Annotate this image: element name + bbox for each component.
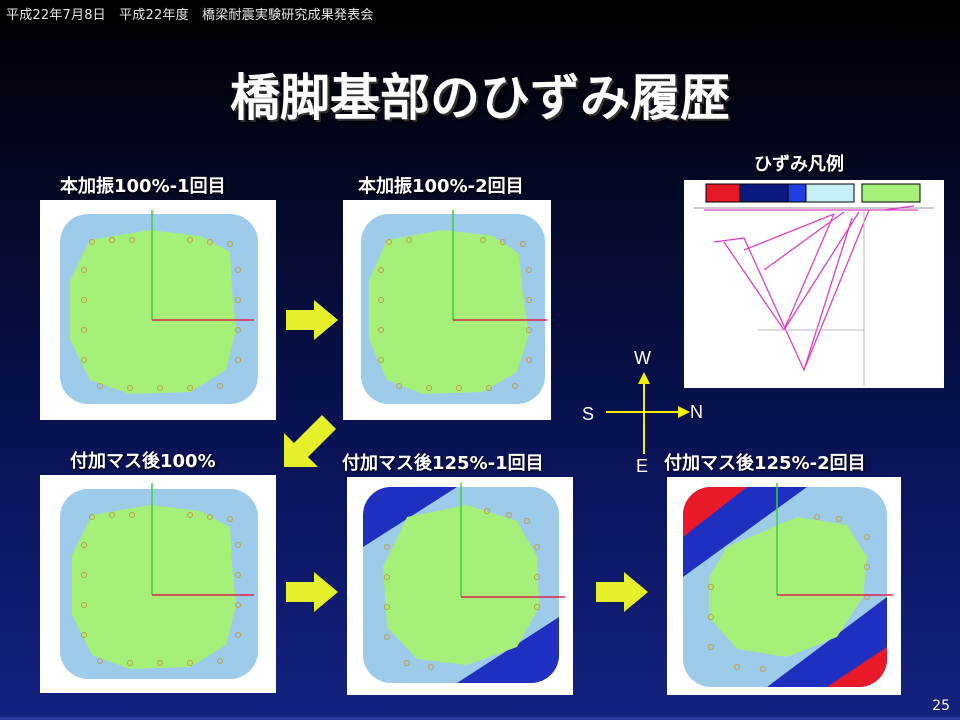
caption-panel-4: 付加マス後125%-1回目 [342, 453, 544, 474]
slide-title: 橋脚基部のひずみ履歴 [230, 69, 730, 127]
green-zone [70, 230, 236, 394]
page-number: 25 [932, 698, 950, 714]
green-zone [72, 505, 236, 669]
compass-icon [606, 372, 690, 454]
red-zone [683, 487, 747, 537]
legend-swatch-lightblue [805, 183, 855, 203]
caption-panel-1: 本加振100%-1回目 [60, 176, 226, 197]
compass-south-label: S [582, 404, 595, 424]
caption-panel-3: 付加マス後100% [70, 451, 216, 472]
strain-panel-4 [347, 477, 573, 695]
red-zone [827, 647, 887, 687]
caption-legend: ひずみ凡例 [754, 154, 844, 175]
compass-north-label: N [690, 402, 703, 422]
legend-swatch-red [705, 183, 741, 203]
bottom-bar [0, 717, 960, 720]
legend-swatch-blue [787, 183, 807, 203]
green-zone [369, 230, 529, 394]
right-arrow-icon [596, 572, 648, 612]
slide-header: 平成22年7月8日 平成22年度 橋梁耐震実験研究成果発表会 [6, 8, 374, 23]
dark-blue-zone [767, 597, 887, 687]
compass-west-label: W [634, 348, 651, 368]
strain-panel-1 [40, 200, 276, 420]
strain-legend-chart [684, 180, 944, 388]
legend-swatch-navy [739, 183, 789, 203]
strain-panel-2 [343, 200, 551, 420]
strain-panel-5 [667, 477, 901, 695]
legend-swatch-green [861, 183, 921, 203]
strain-panel-3 [40, 475, 276, 693]
green-zone [709, 517, 867, 657]
caption-panel-5: 付加マス後125%-2回目 [664, 453, 866, 474]
down-left-arrow-icon [284, 415, 336, 467]
right-arrow-icon [286, 572, 338, 612]
right-arrow-icon [286, 300, 338, 340]
compass-east-label: E [636, 456, 649, 476]
caption-panel-2: 本加振100%-2回目 [358, 176, 524, 197]
